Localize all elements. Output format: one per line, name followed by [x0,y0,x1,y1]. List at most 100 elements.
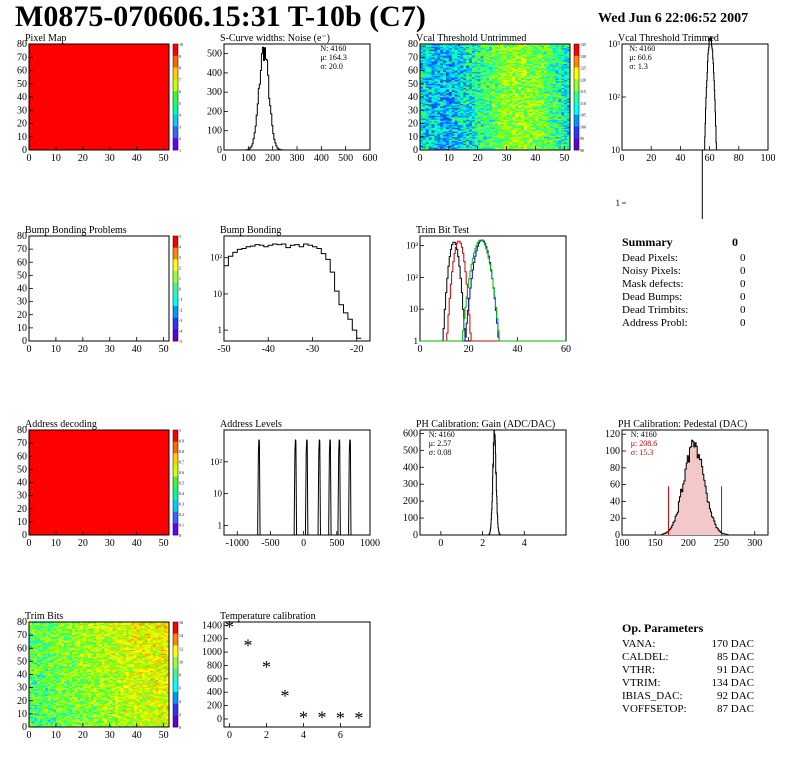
heatmap-cell [546,128,551,131]
heatmap-cell [526,132,530,135]
heatmap-cell [454,89,458,91]
heatmap-cell [526,69,530,71]
heatmap-cell [471,127,476,130]
heatmap-cell [486,132,490,135]
heatmap-cell [546,57,551,59]
heatmap-cell [497,73,502,75]
heatmap-cell [546,46,551,49]
heatmap-cell [546,130,551,132]
heatmap-cell [29,646,32,649]
heatmap-cell [445,146,450,148]
y-tick-label: 10³ [406,241,418,251]
heatmap-cell [518,139,522,142]
heatmap-cell [39,652,43,654]
heatmap-cell [518,93,522,95]
colorbar-segment [173,306,178,318]
heatmap-cell [497,98,502,100]
heatmap-cell [34,656,38,658]
heatmap-cell [469,114,473,116]
heatmap-cell [503,74,507,77]
heatmap-cell [512,63,516,66]
heatmap-cell [544,131,548,134]
heatmap-cell [529,136,533,139]
heatmap-cell [463,77,467,79]
x-tick-label: 50 [159,153,169,164]
heatmap-cell [500,86,504,89]
heatmap-cell [474,115,478,118]
heatmap-cell [520,106,525,108]
heatmap-cell [526,123,530,126]
heatmap-cell [500,57,504,59]
heatmap-cell [463,91,467,94]
heatmap-cell [469,54,473,57]
heatmap-cell [526,85,530,87]
heatmap-cell [506,67,510,70]
heatmap-cell [483,136,487,139]
heatmap-cell [477,102,481,104]
heatmap-cell [541,79,545,82]
heatmap-cell [509,128,513,131]
heatmap-cell [471,44,476,46]
heatmap-cell [506,50,510,53]
heatmap-cell [31,673,35,675]
heatmap-cell [477,108,481,111]
heatmap-cell [495,143,499,146]
heatmap-cell [422,53,427,55]
heatmap-cell [497,119,502,122]
heatmap-cell [489,106,493,108]
heatmap-cell [515,110,519,112]
heatmap-cell [520,139,525,142]
heatmap-cell [37,640,41,642]
heatmap-cell [495,90,499,93]
heatmap-cell [471,58,476,61]
heatmap-cell [454,73,458,75]
heatmap-cell [443,138,447,140]
heatmap-cell [39,654,43,657]
heatmap-cell [492,100,496,103]
heatmap-cell [463,82,467,85]
heatmap-cell [477,73,481,75]
heatmap-cell [518,86,522,89]
heatmap-cell [486,104,490,107]
heatmap-cell [469,143,473,146]
heatmap-cell [492,83,496,86]
heatmap-cell [474,146,478,148]
heatmap-cell [477,77,481,79]
heatmap-cell [541,142,545,144]
heatmap-cell [451,124,455,127]
heatmap-cell [526,111,530,114]
heatmap-cell [546,45,551,47]
heatmap-cell [520,66,525,69]
heatmap-cell [512,143,516,146]
heatmap-cell [437,108,441,111]
heatmap-cell [495,138,499,140]
heatmap-cell [541,103,545,106]
heatmap-cell [489,59,493,62]
heatmap-cell [454,87,458,90]
heatmap-cell [471,70,476,73]
heatmap-cell [558,142,562,144]
heatmap-cell [471,144,476,147]
heatmap-cell [437,134,441,136]
heatmap-cell [480,81,484,83]
heatmap-cell [431,146,435,148]
heatmap-cell [544,50,548,53]
heatmap-cell [518,87,522,90]
heatmap-cell [454,70,458,73]
heatmap-cell [428,136,432,139]
heatmap-cell [463,119,467,122]
heatmap-cell [564,57,568,59]
heatmap-cell [440,69,444,71]
heatmap-cell [549,63,553,66]
heatmap-cell [440,54,444,57]
heatmap-cell [549,134,553,136]
heatmap-cell [428,49,432,51]
heatmap-cell [506,46,510,49]
heatmap-cell [466,139,470,142]
heatmap-cell [544,65,548,67]
heatmap-cell [440,63,444,66]
heatmap-cell [480,131,484,134]
heatmap-cell [512,112,516,115]
heatmap-cell [555,140,559,143]
heatmap-cell [37,700,41,703]
